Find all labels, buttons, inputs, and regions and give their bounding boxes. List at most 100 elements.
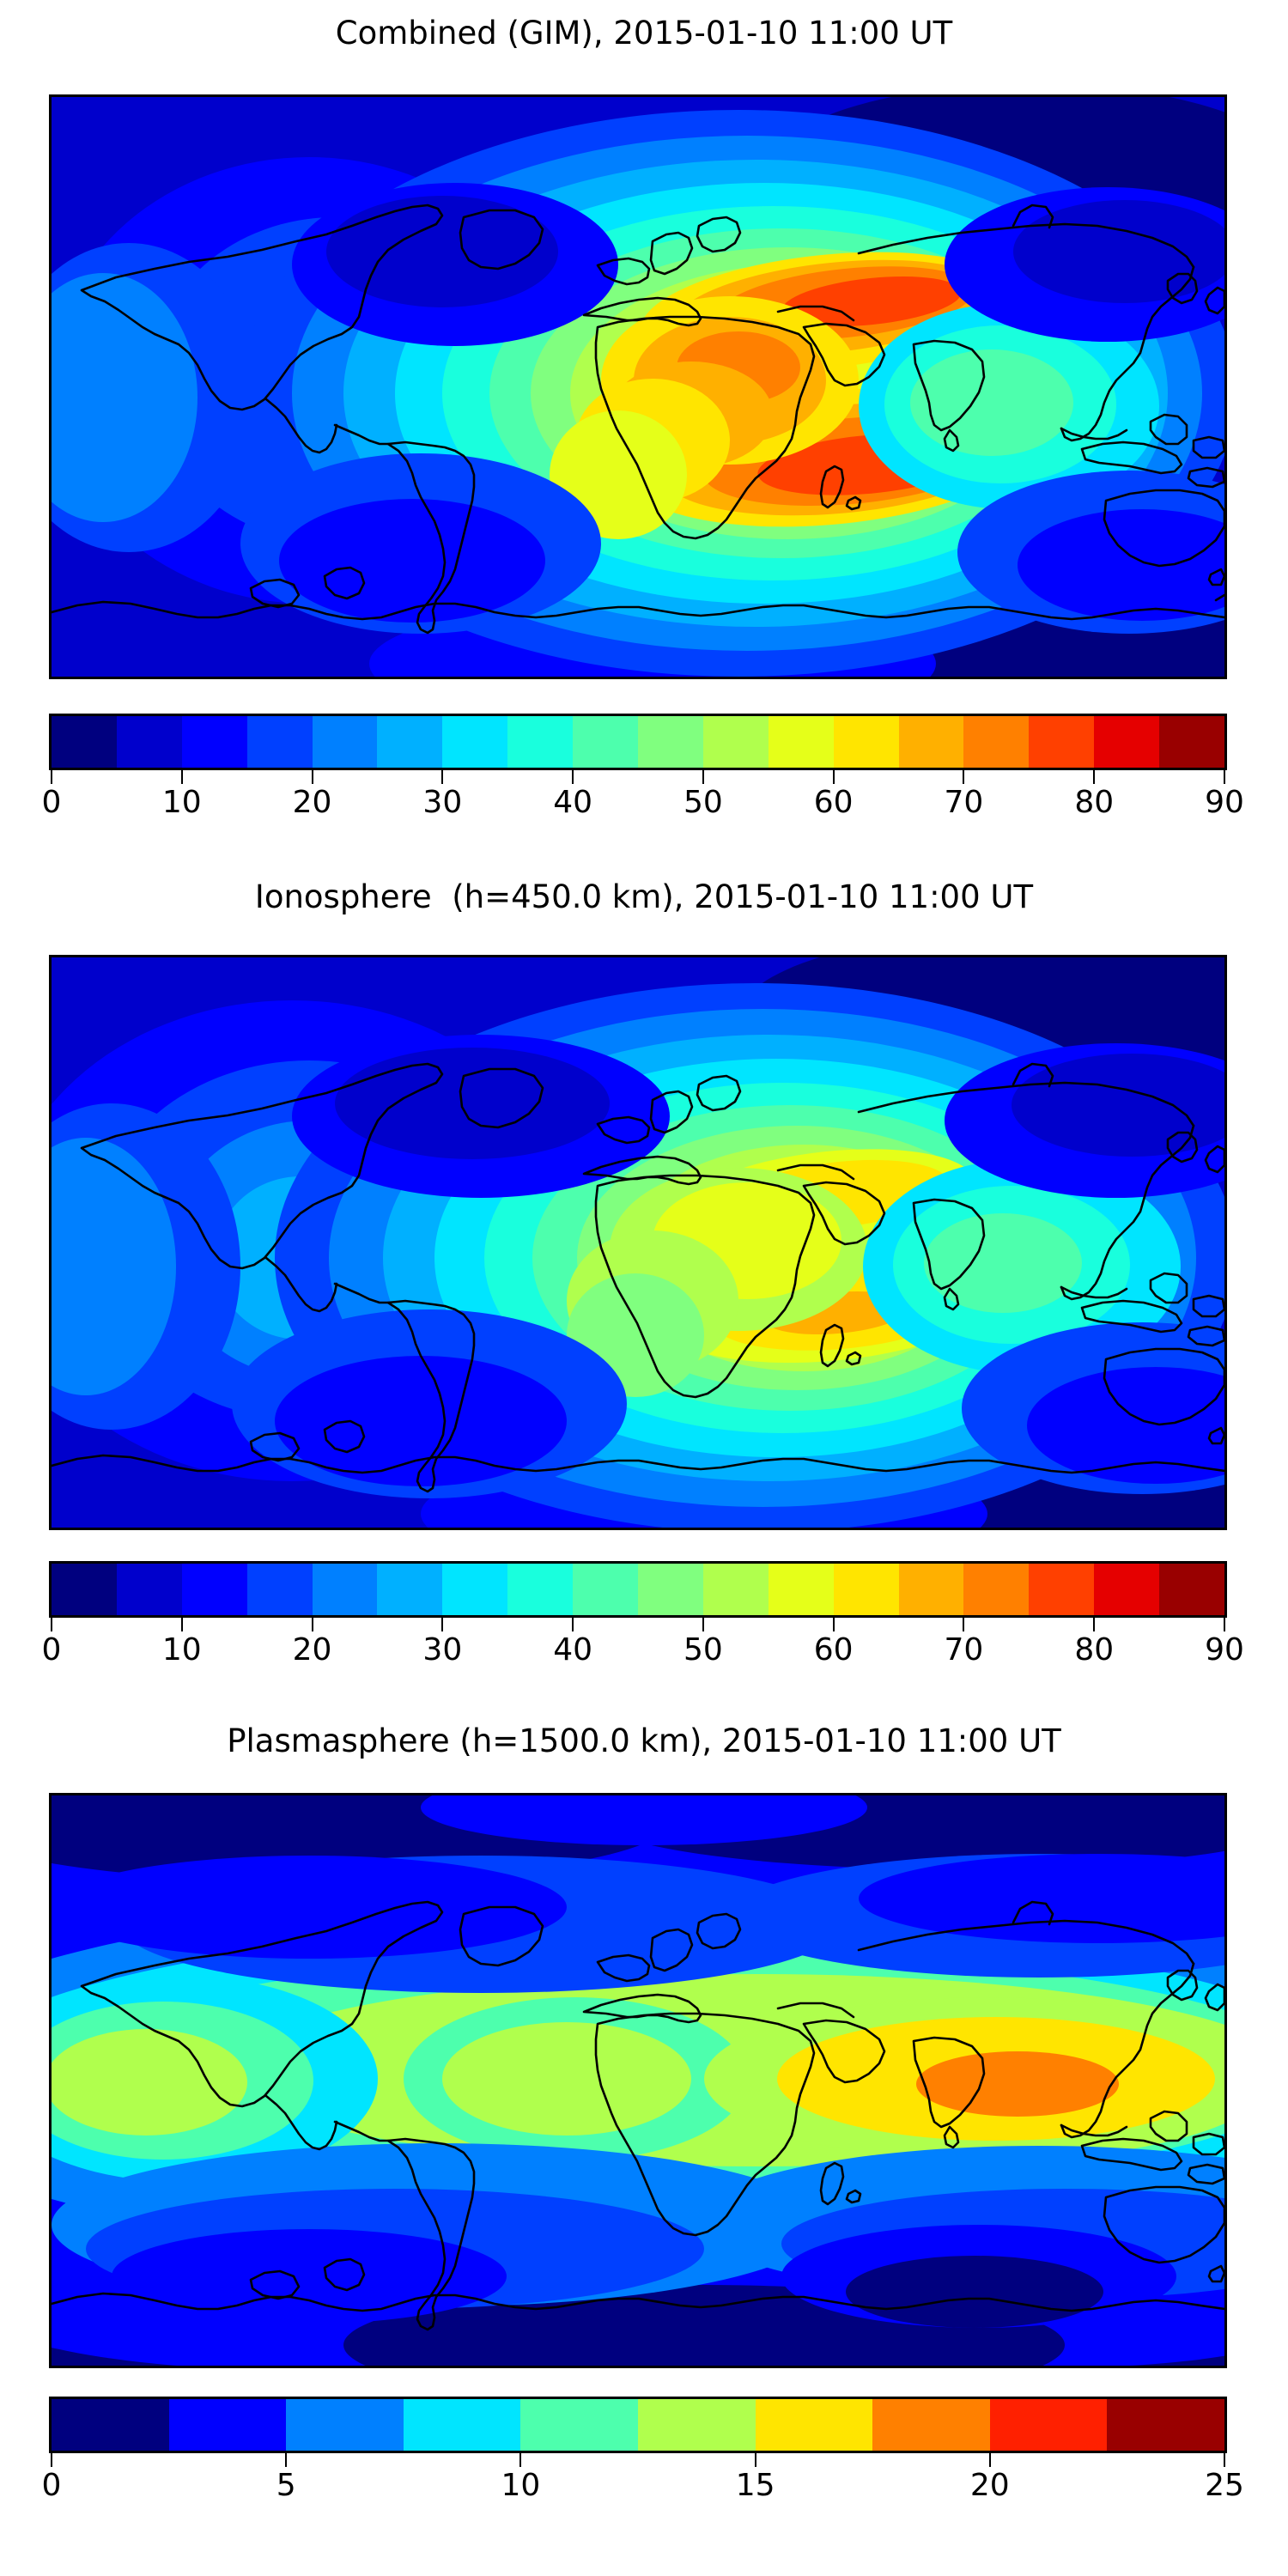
colorbar-tick — [1224, 1618, 1225, 1631]
colorbar-tick — [1093, 1618, 1096, 1631]
map-field-combined-gim — [52, 97, 1224, 677]
map-axes-combined-gim — [49, 94, 1227, 679]
colorbar-tick — [51, 2453, 52, 2467]
colorbar-tick — [180, 770, 183, 784]
colorbar-band — [898, 716, 964, 768]
colorbar-band — [507, 1564, 574, 1615]
colorbar-tick-label: 80 — [1074, 1632, 1115, 1668]
colorbar-band — [1029, 716, 1095, 768]
colorbar-tick-label: 10 — [161, 1632, 202, 1668]
colorbar-band — [755, 2399, 873, 2451]
panel-title-combined-gim: Combined (GIM), 2015-01-10 11:00 UT — [335, 15, 953, 52]
colorbar-band — [573, 716, 639, 768]
colorbar-band — [312, 716, 378, 768]
colorbar-band — [963, 716, 1030, 768]
colorbar-band — [246, 1564, 313, 1615]
panel-plasmasphere: Plasmasphere (h=1500.0 km), 2015-01-10 1… — [0, 1713, 1288, 2576]
colorbar-tick — [702, 1618, 704, 1631]
colorbar-tick-label: 5 — [276, 2468, 296, 2503]
colorbar-band — [702, 716, 769, 768]
colorbar-labels-ionosphere: 0 10 20 30 40 50 60 70 80 90 — [0, 1635, 1288, 1678]
colorbar-tick — [702, 770, 704, 784]
colorbar-tick — [963, 1618, 965, 1631]
colorbar-tick-label: 25 — [1205, 2468, 1244, 2503]
colorbar-band — [377, 716, 443, 768]
colorbar-tick — [572, 770, 574, 784]
colorbar-tick — [572, 1618, 574, 1631]
colorbar-band — [638, 1564, 703, 1615]
colorbar-tick — [51, 770, 52, 784]
colorbar-tick-label: 60 — [813, 1632, 854, 1668]
colorbar-tick-label: 15 — [735, 2468, 775, 2503]
colorbar-tick-label: 70 — [944, 1632, 984, 1668]
colorbar-band — [637, 2399, 756, 2451]
map-field-ionosphere — [52, 957, 1224, 1528]
colorbar-band — [52, 716, 117, 768]
colorbar-combined-gim — [49, 714, 1227, 770]
colorbar-band — [286, 2399, 404, 2451]
panel-title-plasmasphere: Plasmasphere (h=1500.0 km), 2015-01-10 1… — [227, 1722, 1061, 1759]
colorbar-band — [1094, 1564, 1160, 1615]
map-axes-plasmasphere — [49, 1793, 1227, 2368]
colorbar-band — [168, 2399, 287, 2451]
colorbar-tick-label: 10 — [161, 785, 202, 820]
colorbar-tick-label: 20 — [292, 1632, 332, 1668]
colorbar-band — [573, 1564, 639, 1615]
colorbar-band — [833, 716, 899, 768]
colorbar-band — [116, 1564, 182, 1615]
colorbar-band — [442, 1564, 508, 1615]
colorbar-tick-label: 40 — [553, 785, 593, 820]
colorbar-ionosphere — [49, 1561, 1227, 1618]
colorbar-band — [1159, 716, 1225, 768]
colorbar-band — [52, 1564, 117, 1615]
panel-combined-gim: Combined (GIM), 2015-01-10 11:00 UT — [0, 0, 1288, 867]
colorbar-band — [768, 1564, 834, 1615]
colorbar-band — [507, 716, 574, 768]
panel-title-ionosphere: Ionosphere (h=450.0 km), 2015-01-10 11:0… — [254, 878, 1034, 915]
colorbar-tick — [441, 1618, 444, 1631]
colorbar-ticks-plasmasphere — [49, 2453, 1227, 2467]
colorbar-tick-label: 0 — [41, 1632, 62, 1668]
colorbar-tick-label: 20 — [292, 785, 332, 820]
colorbar-tick-label: 30 — [422, 1632, 463, 1668]
colorbar-tick — [832, 1618, 835, 1631]
colorbar-band — [1107, 2399, 1224, 2451]
colorbar-tick — [832, 770, 835, 784]
colorbar-tick-label: 60 — [813, 785, 854, 820]
colorbar-band — [181, 1564, 247, 1615]
colorbar-labels-plasmasphere: 0 5 10 15 20 25 — [0, 2470, 1288, 2513]
colorbar-tick — [1224, 770, 1225, 784]
colorbar-tick-label: 0 — [41, 2468, 62, 2503]
colorbar-tick-label: 50 — [683, 1632, 723, 1668]
colorbar-band — [702, 1564, 769, 1615]
colorbar-band — [1159, 1564, 1225, 1615]
colorbar-tick-label: 0 — [41, 785, 62, 820]
colorbar-band — [833, 1564, 899, 1615]
colorbar-tick-label: 90 — [1205, 1632, 1244, 1668]
map-field-plasmasphere — [52, 1795, 1224, 2366]
colorbar-band — [116, 716, 182, 768]
colorbar-tick-label: 70 — [944, 785, 984, 820]
colorbar-band — [52, 2399, 169, 2451]
colorbar-band — [768, 716, 834, 768]
colorbar-band — [377, 1564, 443, 1615]
colorbar-tick-label: 80 — [1074, 785, 1115, 820]
colorbar-tick-label: 20 — [969, 2468, 1010, 2503]
colorbar-band — [1029, 1564, 1095, 1615]
colorbar-band — [898, 1564, 964, 1615]
colorbar-band — [1094, 716, 1160, 768]
colorbar-tick — [441, 770, 444, 784]
colorbar-tick — [1093, 770, 1096, 784]
colorbar-tick — [988, 2453, 991, 2467]
colorbar-tick-label: 10 — [501, 2468, 541, 2503]
map-axes-ionosphere — [49, 955, 1227, 1530]
colorbar-tick — [180, 1618, 183, 1631]
colorbar-band — [181, 716, 247, 768]
colorbar-tick-label: 30 — [422, 785, 463, 820]
colorbar-tick — [51, 1618, 52, 1631]
colorbar-tick — [519, 2453, 522, 2467]
colorbar-labels-combined-gim: 0 10 20 30 40 50 60 70 80 90 — [0, 787, 1288, 830]
colorbar-ticks-combined-gim — [49, 770, 1227, 784]
colorbar-ticks-ionosphere — [49, 1618, 1227, 1631]
